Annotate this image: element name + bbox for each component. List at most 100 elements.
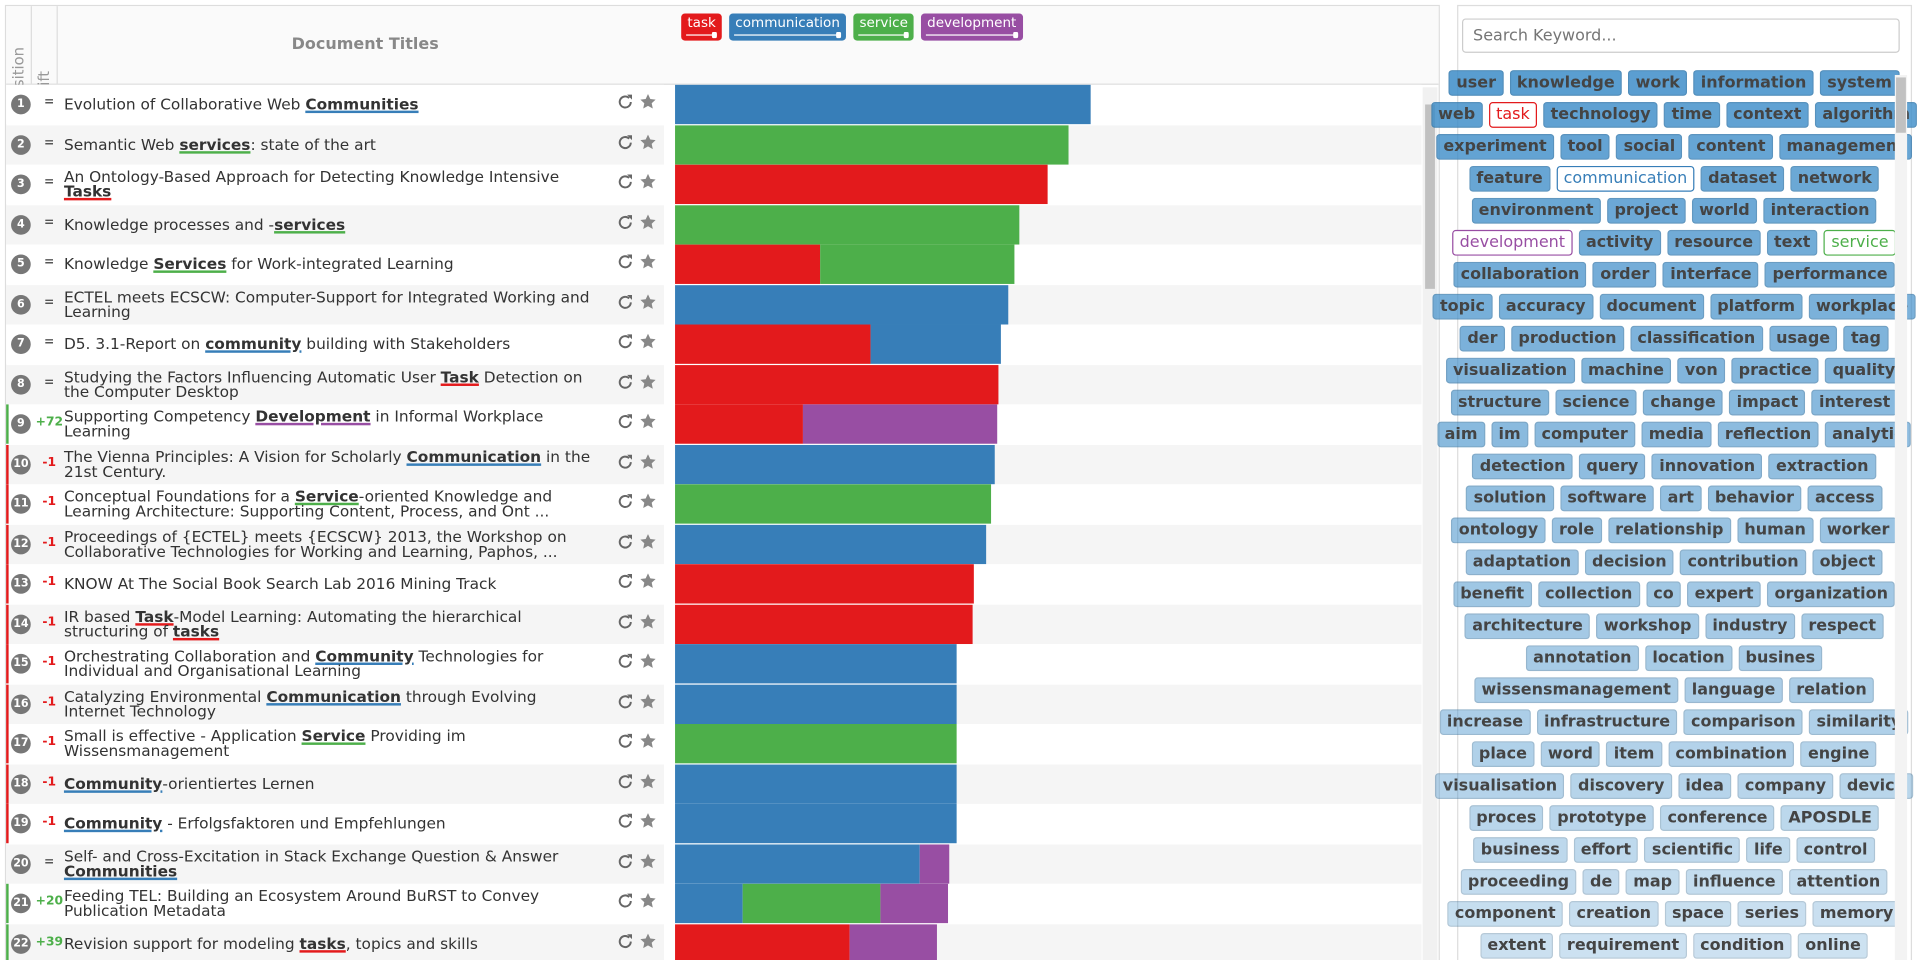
keyword-tag[interactable]: art bbox=[1660, 484, 1702, 511]
keyword-tag[interactable]: science bbox=[1555, 389, 1637, 415]
legend-tag[interactable]: communication bbox=[729, 13, 847, 41]
star-icon[interactable] bbox=[640, 733, 656, 749]
keyword-tag[interactable]: APOSDLE bbox=[1781, 804, 1880, 831]
keyword-tag[interactable]: location bbox=[1645, 644, 1733, 671]
keyword-tag[interactable]: der bbox=[1459, 325, 1505, 351]
star-icon[interactable] bbox=[640, 693, 656, 709]
keyword-tag[interactable]: detection bbox=[1472, 452, 1573, 479]
document-row[interactable]: 16 -1 Catalyzing Environmental Communicati… bbox=[6, 684, 664, 724]
star-icon[interactable] bbox=[640, 653, 656, 669]
keyword-tag[interactable]: comparison bbox=[1683, 708, 1803, 735]
keyword-tag[interactable]: memory bbox=[1812, 900, 1901, 927]
refresh-icon[interactable] bbox=[618, 854, 632, 868]
keyword-tag[interactable]: computer bbox=[1534, 421, 1636, 447]
keyword-tag[interactable]: media bbox=[1641, 421, 1712, 447]
keyword-tag[interactable]: feature bbox=[1468, 165, 1551, 192]
keyword-tag[interactable]: solution bbox=[1466, 484, 1554, 511]
document-row[interactable]: 20 = Self- and Cross-Excitation in Stack E… bbox=[6, 844, 664, 884]
keyword-tag[interactable]: classification bbox=[1630, 325, 1763, 351]
keyword-tag[interactable]: object bbox=[1812, 548, 1883, 575]
keyword-tag[interactable]: usage bbox=[1768, 325, 1838, 351]
keyword-tag[interactable]: topic bbox=[1432, 293, 1493, 319]
keyword-tag[interactable]: language bbox=[1684, 676, 1783, 703]
document-row[interactable]: 6 = ECTEL meets ECSCW: Computer-Support fo… bbox=[6, 284, 664, 325]
keyword-tag-selected[interactable]: development bbox=[1452, 229, 1573, 256]
keyword-tag[interactable]: practice bbox=[1731, 357, 1820, 383]
document-row[interactable]: 19 -1 Community - Erfolgsfaktoren und Empf… bbox=[6, 804, 664, 844]
keyword-tag[interactable]: collection bbox=[1537, 580, 1640, 607]
keyword-tag[interactable]: text bbox=[1766, 229, 1818, 256]
keyword-tag-selected[interactable]: task bbox=[1488, 101, 1538, 128]
keyword-tag[interactable]: experiment bbox=[1435, 133, 1555, 160]
keyword-tag[interactable]: content bbox=[1688, 133, 1773, 160]
document-row[interactable]: 7 = D5. 3.1-Report on community building w… bbox=[6, 324, 664, 364]
keyword-tag[interactable]: effort bbox=[1573, 836, 1639, 863]
keyword-tag[interactable]: benefit bbox=[1452, 580, 1532, 607]
keyword-tag[interactable]: condition bbox=[1692, 932, 1792, 959]
keyword-tag[interactable]: tool bbox=[1560, 133, 1611, 160]
keyword-tag[interactable]: interaction bbox=[1763, 197, 1877, 224]
keyword-tag[interactable]: access bbox=[1807, 484, 1882, 511]
document-row[interactable]: 10 -1 The Vienna Principles: A Vision for … bbox=[6, 444, 664, 484]
keyword-tag[interactable]: accuracy bbox=[1498, 293, 1593, 319]
refresh-icon[interactable] bbox=[618, 95, 632, 109]
keyword-tag[interactable]: workshop bbox=[1596, 612, 1699, 639]
star-icon[interactable] bbox=[640, 413, 656, 429]
keyword-tag[interactable]: proceeding bbox=[1460, 868, 1577, 895]
keyword-tag[interactable]: change bbox=[1643, 389, 1724, 415]
keyword-tag[interactable]: management bbox=[1779, 133, 1913, 160]
document-row[interactable]: 5 = Knowledge Services for Work-integrated… bbox=[6, 244, 664, 285]
keyword-tag[interactable]: co bbox=[1645, 580, 1682, 607]
keyword-tag[interactable]: performance bbox=[1765, 261, 1895, 288]
keyword-tag[interactable]: interface bbox=[1662, 261, 1759, 288]
document-row[interactable]: 21 +20 Feeding TEL: Building an Ecosystem … bbox=[6, 884, 664, 924]
keyword-tag[interactable]: company bbox=[1737, 772, 1834, 799]
keyword-tag[interactable]: visualization bbox=[1445, 357, 1575, 383]
keyword-tag[interactable]: conference bbox=[1660, 804, 1775, 831]
keyword-tag[interactable]: busines bbox=[1738, 644, 1823, 671]
keyword-tag[interactable]: organization bbox=[1767, 580, 1896, 607]
keyword-tag[interactable]: tag bbox=[1843, 325, 1889, 351]
refresh-icon[interactable] bbox=[618, 934, 632, 948]
keyword-tag[interactable]: discovery bbox=[1570, 772, 1672, 799]
keyword-tag[interactable]: user bbox=[1448, 69, 1504, 96]
legend-tag[interactable]: development bbox=[920, 13, 1023, 41]
keyword-tag[interactable]: information bbox=[1693, 69, 1814, 96]
refresh-icon[interactable] bbox=[618, 415, 632, 429]
keyword-tag[interactable]: requirement bbox=[1559, 932, 1687, 959]
keyword-tag[interactable]: attention bbox=[1789, 868, 1888, 895]
document-row[interactable]: 14 -1 IR based Task-Model Learning: Automa… bbox=[6, 604, 664, 644]
document-row[interactable]: 15 -1 Orchestrating Collaboration and Comm… bbox=[6, 644, 664, 684]
refresh-icon[interactable] bbox=[618, 615, 632, 629]
star-icon[interactable] bbox=[640, 613, 656, 629]
scrollbar[interactable] bbox=[1894, 74, 1908, 960]
refresh-icon[interactable] bbox=[618, 215, 632, 229]
refresh-icon[interactable] bbox=[618, 175, 632, 189]
keyword-tag[interactable]: word bbox=[1540, 740, 1601, 767]
keyword-tag[interactable]: extent bbox=[1479, 932, 1554, 959]
refresh-icon[interactable] bbox=[618, 735, 632, 748]
keyword-tag[interactable]: human bbox=[1736, 516, 1814, 543]
keyword-tag[interactable]: de bbox=[1582, 868, 1620, 895]
keyword-tag[interactable]: im bbox=[1491, 421, 1528, 447]
keyword-tag[interactable]: interest bbox=[1811, 389, 1898, 415]
keyword-tag[interactable]: wissensmanagement bbox=[1474, 676, 1679, 703]
keyword-tag[interactable]: structure bbox=[1450, 389, 1549, 415]
keyword-tag[interactable]: environment bbox=[1471, 197, 1601, 224]
star-icon[interactable] bbox=[640, 493, 656, 509]
refresh-icon[interactable] bbox=[618, 894, 632, 908]
keyword-tag[interactable]: reflection bbox=[1717, 421, 1819, 447]
refresh-icon[interactable] bbox=[618, 815, 632, 828]
keyword-tag[interactable]: knowledge bbox=[1509, 69, 1623, 96]
keyword-tag[interactable]: world bbox=[1691, 197, 1758, 224]
keyword-tag[interactable]: dataset bbox=[1700, 165, 1785, 192]
document-row[interactable]: 17 -1 Small is effective - Application Ser… bbox=[6, 724, 664, 764]
refresh-icon[interactable] bbox=[618, 535, 632, 549]
refresh-icon[interactable] bbox=[618, 575, 632, 589]
keyword-tag[interactable]: visualisation bbox=[1435, 772, 1565, 799]
keyword-tag[interactable]: annotation bbox=[1525, 644, 1639, 671]
keyword-tag[interactable]: prototype bbox=[1549, 804, 1654, 831]
keyword-tag[interactable]: technology bbox=[1543, 101, 1659, 128]
keyword-tag[interactable]: influence bbox=[1685, 868, 1783, 895]
keyword-tag[interactable]: quality bbox=[1825, 357, 1903, 383]
